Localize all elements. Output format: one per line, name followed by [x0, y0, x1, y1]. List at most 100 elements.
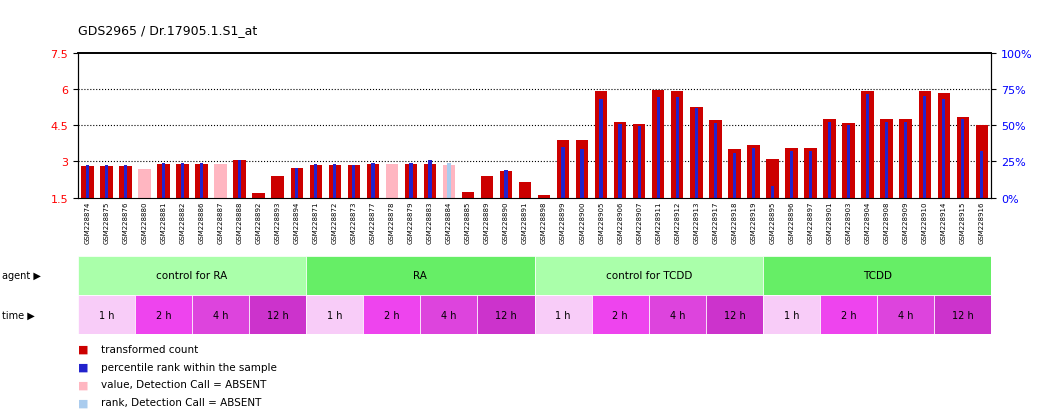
Text: control for TCDD: control for TCDD — [605, 271, 692, 281]
Bar — [481, 177, 493, 198]
Bar — [238, 161, 241, 198]
Bar — [690, 108, 703, 198]
Text: GSM228877: GSM228877 — [370, 201, 376, 244]
Text: control for RA: control for RA — [157, 271, 227, 281]
Bar — [809, 151, 812, 198]
Bar — [820, 295, 877, 335]
Text: GSM228885: GSM228885 — [465, 201, 471, 243]
Bar — [976, 126, 988, 198]
Text: GSM228881: GSM228881 — [161, 201, 166, 244]
Text: 1 h: 1 h — [327, 310, 343, 320]
Bar — [405, 164, 417, 198]
Bar — [158, 164, 169, 198]
Text: ■: ■ — [78, 344, 88, 354]
Text: GSM228875: GSM228875 — [104, 201, 109, 243]
Bar — [747, 145, 760, 198]
Text: GSM228878: GSM228878 — [389, 201, 394, 244]
Bar — [105, 166, 108, 198]
Text: GSM228904: GSM228904 — [865, 201, 871, 243]
Bar — [904, 122, 907, 198]
Bar — [81, 167, 93, 198]
Bar — [619, 125, 622, 198]
Text: GSM228907: GSM228907 — [636, 201, 643, 244]
Bar — [291, 168, 303, 198]
Bar — [649, 295, 706, 335]
Bar — [386, 164, 398, 198]
Text: GSM228895: GSM228895 — [769, 201, 775, 243]
Bar — [429, 161, 432, 198]
Text: GSM228876: GSM228876 — [122, 201, 129, 244]
Text: 1 h: 1 h — [784, 310, 799, 320]
Text: GSM228897: GSM228897 — [808, 201, 814, 244]
Text: 1 h: 1 h — [99, 310, 114, 320]
Text: GSM228884: GSM228884 — [446, 201, 452, 243]
Bar — [937, 93, 950, 198]
Text: TCDD: TCDD — [863, 271, 892, 281]
Text: GSM228917: GSM228917 — [712, 201, 718, 244]
Bar — [771, 186, 774, 198]
Bar — [828, 122, 831, 198]
Text: GSM228892: GSM228892 — [255, 201, 262, 243]
Text: 2 h: 2 h — [384, 310, 400, 320]
Bar — [176, 164, 189, 198]
Text: GSM228873: GSM228873 — [351, 201, 357, 244]
Text: GSM228916: GSM228916 — [979, 201, 985, 244]
Bar — [862, 92, 874, 198]
Bar — [315, 164, 318, 198]
Text: 12 h: 12 h — [495, 310, 517, 320]
Text: GSM228903: GSM228903 — [846, 201, 851, 244]
Bar — [900, 120, 911, 198]
Text: GSM228919: GSM228919 — [750, 201, 757, 244]
Bar — [843, 123, 854, 198]
Text: GSM228887: GSM228887 — [218, 201, 223, 244]
Bar — [333, 164, 336, 198]
Bar — [372, 163, 375, 198]
Text: GSM228882: GSM228882 — [180, 201, 186, 243]
Text: 4 h: 4 h — [441, 310, 457, 320]
Text: RA: RA — [413, 271, 428, 281]
Bar — [823, 120, 836, 198]
Bar — [847, 126, 850, 198]
Text: GSM228896: GSM228896 — [789, 201, 794, 244]
Bar — [614, 122, 626, 198]
Text: value, Detection Call = ABSENT: value, Detection Call = ABSENT — [101, 380, 266, 389]
Bar — [538, 196, 550, 198]
Bar — [366, 164, 379, 198]
Bar — [352, 166, 355, 198]
Bar — [580, 150, 583, 198]
Text: GSM228910: GSM228910 — [922, 201, 928, 244]
Text: GSM228880: GSM228880 — [141, 201, 147, 244]
Bar — [329, 166, 340, 198]
Text: ■: ■ — [78, 380, 88, 389]
Bar — [980, 151, 983, 198]
Bar — [706, 295, 763, 335]
Text: GSM228901: GSM228901 — [826, 201, 832, 244]
Bar — [763, 256, 991, 295]
Bar — [101, 167, 112, 198]
Text: GSM228899: GSM228899 — [561, 201, 566, 244]
Text: GSM228905: GSM228905 — [598, 201, 604, 243]
Text: GSM228891: GSM228891 — [522, 201, 528, 244]
Text: ■: ■ — [78, 362, 88, 372]
Bar — [447, 163, 450, 198]
Text: 12 h: 12 h — [267, 310, 289, 320]
Text: GSM228915: GSM228915 — [960, 201, 965, 243]
Bar — [135, 295, 192, 335]
Bar — [804, 149, 817, 198]
Bar — [420, 295, 477, 335]
Text: GSM228886: GSM228886 — [198, 201, 204, 244]
Bar — [138, 169, 151, 198]
Bar — [943, 100, 946, 198]
Bar — [195, 164, 208, 198]
Text: percentile rank within the sample: percentile rank within the sample — [101, 362, 276, 372]
Bar — [576, 140, 589, 198]
Text: GSM228908: GSM228908 — [883, 201, 890, 244]
Bar — [504, 171, 508, 198]
Text: agent ▶: agent ▶ — [2, 271, 40, 281]
Text: GSM228871: GSM228871 — [312, 201, 319, 244]
Bar — [885, 122, 889, 198]
Bar — [562, 148, 565, 198]
Bar — [934, 295, 991, 335]
Text: 4 h: 4 h — [670, 310, 685, 320]
Bar — [714, 123, 717, 198]
